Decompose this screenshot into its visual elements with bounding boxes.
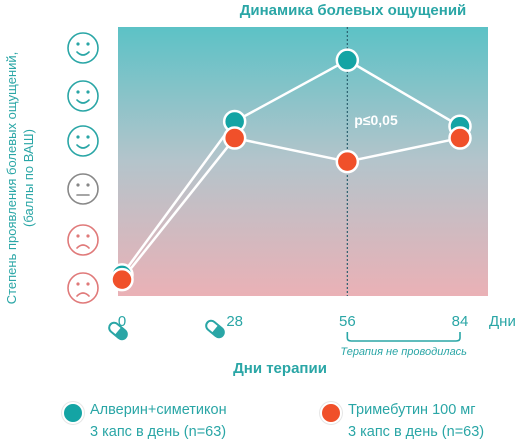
x-tick-label-84: 84 xyxy=(452,313,469,330)
series-1-point-day-56 xyxy=(335,48,360,72)
smile-face-icon xyxy=(67,80,99,112)
smile-face-icon xyxy=(67,125,99,157)
y-axis-face-icons xyxy=(67,32,99,304)
y-axis-label-line2: (баллы по ВАШ) xyxy=(21,129,36,227)
series-2-point-day-84 xyxy=(448,126,472,150)
legend-marker-alverine xyxy=(62,402,84,424)
series-2-point-day-28 xyxy=(222,126,247,150)
series-line-1 xyxy=(120,58,461,276)
x-tick-label-28: 28 xyxy=(226,313,243,330)
x-axis-ticks: 0 28 56 84 xyxy=(118,313,469,330)
smile-face-icon xyxy=(67,32,99,64)
legend-marker-trimebutine xyxy=(320,402,342,424)
no-therapy-label: Терапия не проводилась xyxy=(340,346,467,358)
p-value-annotation: p≤0,05 xyxy=(354,112,398,128)
y-axis-label-line1: Степень проявления болевых ощущений, xyxy=(4,52,19,305)
plot-area xyxy=(118,27,488,296)
pill-icon-day-28 xyxy=(205,319,225,339)
x-axis-label: Дни терапии xyxy=(233,360,327,377)
neutral-face-icon xyxy=(67,173,99,205)
no-therapy-bracket xyxy=(346,332,461,342)
series-line-2 xyxy=(121,136,461,281)
series-2-point-day-0 xyxy=(110,267,134,292)
series-lines xyxy=(120,58,461,281)
legend-dose-alverine: 3 капс в день (n=63) xyxy=(90,424,227,440)
x-tick-label-56: 56 xyxy=(339,313,356,330)
series-points xyxy=(110,48,472,292)
sad-face-icon xyxy=(67,272,99,304)
legend-label-trimebutine: Тримебутин 100 мг xyxy=(348,402,476,418)
chart-title: Динамика болевых ощущений xyxy=(240,2,467,19)
bracket-shape xyxy=(346,332,461,342)
sad-face-icon xyxy=(67,224,99,256)
legend-dose-trimebutine: 3 капс в день (n=63) xyxy=(348,424,485,440)
x-tick-label-0: 0 xyxy=(118,313,126,330)
pill-icon-day-0 xyxy=(108,321,128,341)
x-axis-unit: Дни xyxy=(489,313,516,330)
series-2-point-day-56 xyxy=(335,149,360,174)
legend-label-alverine: Алверин+симетикон xyxy=(90,402,227,418)
